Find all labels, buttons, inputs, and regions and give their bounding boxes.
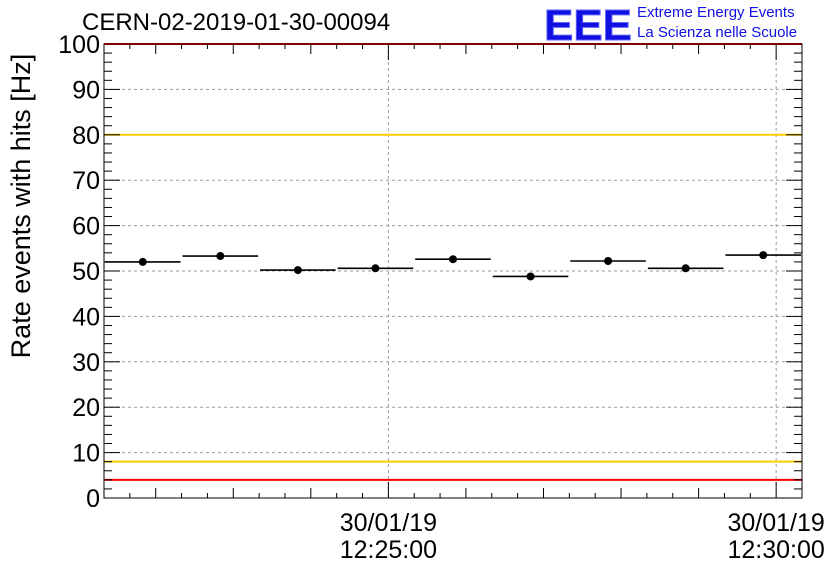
y-tick-label: 100	[58, 31, 100, 59]
data-point	[415, 255, 491, 264]
data-point	[260, 266, 336, 275]
data-point	[647, 264, 724, 273]
x-tick-label-time: 12:25:00	[340, 536, 437, 564]
data-point-marker	[371, 264, 380, 273]
tick-labels: 010203040506070809010030/01/1912:25:0030…	[58, 31, 825, 564]
x-tick-label-date: 30/01/19	[727, 509, 824, 537]
y-tick-label: 90	[72, 76, 100, 104]
data-point-marker	[216, 252, 225, 261]
data-point	[492, 272, 569, 281]
data-point	[570, 257, 646, 266]
eee-logo-mark: EEE	[544, 2, 632, 42]
x-tick-label-date: 30/01/19	[340, 509, 437, 537]
y-tick-label: 80	[72, 122, 100, 150]
data-point	[182, 252, 259, 261]
y-tick-label: 70	[72, 167, 100, 195]
data-point-marker	[449, 255, 457, 264]
y-tick-label: 60	[72, 213, 100, 241]
logo-line-1: Extreme Energy Events	[637, 4, 795, 21]
y-tick-label: 50	[72, 258, 100, 286]
data-point-marker	[526, 272, 535, 281]
y-tick-label: 40	[72, 303, 100, 331]
x-tick-label-time: 12:30:00	[727, 536, 824, 564]
data-point-marker	[604, 257, 613, 266]
y-tick-label: 0	[86, 485, 100, 513]
data-point	[105, 257, 181, 266]
data-point-marker	[293, 266, 302, 275]
y-tick-label: 20	[72, 394, 100, 422]
grid-layer	[104, 44, 802, 498]
axis-ticks	[103, 43, 803, 499]
y-tick-label: 30	[72, 349, 100, 377]
eee-logo: EEE	[544, 2, 633, 42]
y-axis-label: Rate events with hits [Hz]	[6, 54, 36, 359]
y-tick-label: 10	[72, 440, 100, 468]
data-point-marker	[138, 257, 147, 266]
chart-title: CERN-02-2019-01-30-00094	[82, 9, 391, 36]
data-point-marker	[681, 264, 690, 273]
data-point-marker	[759, 251, 768, 260]
data-point	[337, 264, 414, 273]
logo-line-2: La Scienza nelle Scuole	[637, 24, 798, 41]
data-point	[725, 251, 801, 260]
data-points	[105, 251, 801, 281]
